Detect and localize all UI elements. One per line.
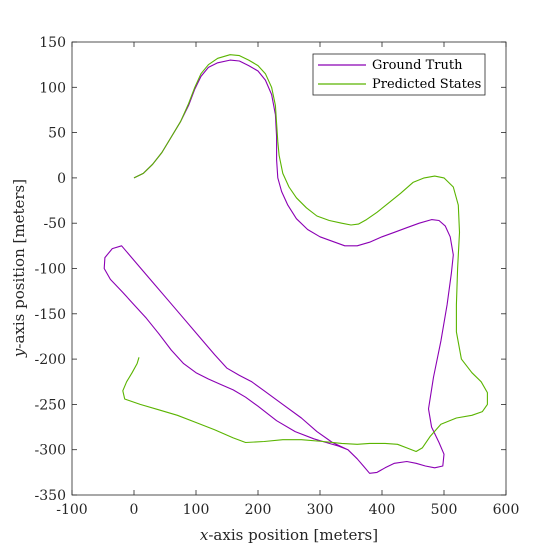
y-tick-label: -100 <box>35 262 66 278</box>
x-tick-label: 100 <box>183 502 210 518</box>
x-tick-label: 500 <box>431 502 458 518</box>
y-axis-label-rest: -axis position [meters] <box>10 179 28 349</box>
y-tick-label: -250 <box>35 397 66 413</box>
y-tick-label: -300 <box>35 443 66 459</box>
x-axis-label: x-axis position [meters] <box>200 526 378 544</box>
x-tick-label: 200 <box>245 502 272 518</box>
x-tick-label: 300 <box>307 502 334 518</box>
y-axis-label: y-axis position [meters] <box>10 179 28 358</box>
plot-area <box>71 41 507 496</box>
y-tick-label: -50 <box>43 216 66 232</box>
ticks-layer: -100 0 100 200 300 400 500 600-350-300-250-200-… <box>35 35 520 518</box>
series-line-ground-truth <box>103 59 454 474</box>
x-axis-label-italic: x <box>200 526 209 544</box>
x-tick-label: -100 <box>56 502 87 518</box>
y-tick-label: -150 <box>35 307 66 323</box>
y-axis-label-italic: y <box>10 348 28 358</box>
series-layer <box>103 54 488 474</box>
y-tick-label: 150 <box>39 35 66 51</box>
y-tick-label: -350 <box>35 488 66 504</box>
y-tick-label: 50 <box>48 126 66 142</box>
x-tick-label: 400 <box>369 502 396 518</box>
x-tick-label: 0 <box>130 502 139 518</box>
y-tick-label: -200 <box>35 352 66 368</box>
y-tick-label: 0 <box>57 171 66 187</box>
x-tick-label: 600 <box>493 502 520 518</box>
legend-label-ground-truth: Ground Truth <box>372 58 463 73</box>
series-line-predicted-states <box>122 54 488 453</box>
legend-box <box>312 53 486 96</box>
legend-label-predicted-states: Predicted States <box>372 77 481 92</box>
y-tick-label: 100 <box>39 80 66 96</box>
x-axis-label-rest: -axis position [meters] <box>208 526 378 544</box>
legend: Ground Truth Predicted States <box>312 53 486 96</box>
